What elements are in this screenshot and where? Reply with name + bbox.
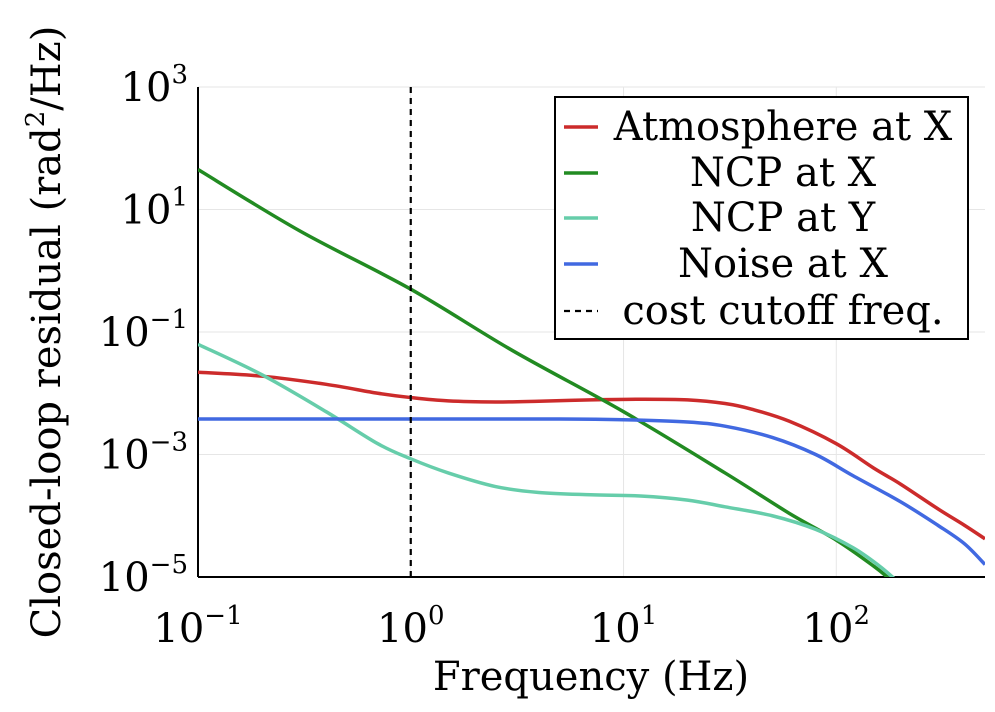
legend-label-ncp-at-x: NCP at X: [690, 150, 877, 196]
x-tick-exp: 1: [641, 601, 658, 631]
y-axis-label-sup: 2: [21, 111, 51, 128]
legend-box: [554, 96, 969, 340]
x-tick-exp: 2: [853, 601, 870, 631]
y-tick-label: 101: [121, 183, 188, 234]
y-tick-exp: −1: [150, 305, 188, 335]
x-tick-label: 100: [377, 601, 444, 652]
y-tick-base: 10: [121, 188, 172, 234]
series-line-ncp-at-x: [198, 167, 890, 577]
series-line-noise-at-x: [198, 417, 985, 566]
y-axis-label-suffix: /Hz): [24, 26, 70, 111]
series-line-ncp-at-y: [198, 342, 896, 577]
y-tick-base: 10: [99, 433, 150, 479]
y-tick-label: 10−5: [99, 550, 188, 601]
y-tick-exp: 1: [171, 183, 188, 213]
axes: [197, 87, 985, 578]
y-tick-label: 103: [121, 60, 188, 111]
y-axis-label-main: Closed-loop residual (rad: [24, 127, 70, 638]
legend-label-noise-at-x: Noise at X: [678, 241, 888, 287]
y-tick-base: 10: [121, 65, 172, 111]
x-tick-base: 10: [803, 606, 854, 652]
y-tick-label: 10−1: [99, 305, 188, 356]
x-axis-label: Frequency (Hz): [433, 654, 749, 700]
y-tick-exp: −5: [150, 550, 188, 580]
y-tick-exp: 3: [171, 60, 188, 90]
x-tick-label: 101: [590, 601, 657, 652]
series-layer: [198, 87, 985, 577]
y-axis-label: Closed-loop residual (rad2/Hz): [21, 26, 70, 639]
y-tick-exp: −3: [150, 428, 188, 458]
y-tick-base: 10: [99, 555, 150, 601]
x-tick-base: 10: [590, 606, 641, 652]
y-tick-base: 10: [99, 310, 150, 356]
legend-label-ncp-at-y: NCP at Y: [691, 195, 876, 241]
x-tick-exp: −1: [204, 601, 242, 631]
legend-label-cost-cutoff-freq: cost cutoff freq.: [622, 288, 943, 334]
x-tick-base: 10: [377, 606, 428, 652]
x-tick-base: 10: [153, 606, 204, 652]
x-tick-label: 10−1: [153, 601, 242, 652]
y-tick-label: 10−3: [99, 428, 188, 479]
x-tick-label: 102: [803, 601, 870, 652]
series-line-atmosphere-at-x: [198, 370, 985, 541]
legend-label-atmosphere-at-x: Atmosphere at X: [613, 104, 953, 150]
x-tick-exp: 0: [428, 601, 445, 631]
